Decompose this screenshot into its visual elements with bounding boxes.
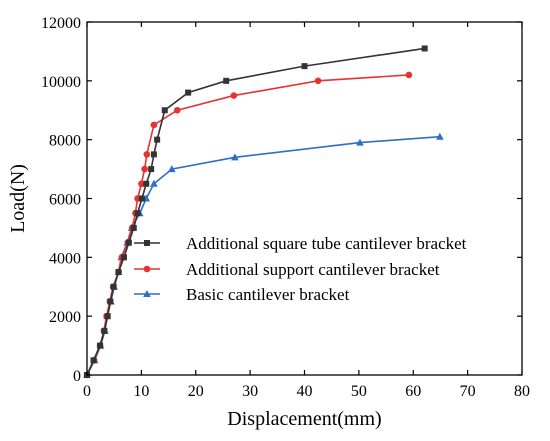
square-marker [185,89,192,96]
square-marker [223,77,230,84]
square-marker [110,283,117,290]
square-marker [161,107,168,114]
x-axis-title: Displacement(mm) [227,408,381,430]
circle-marker [173,106,181,114]
x-tick-label: 80 [514,383,530,400]
circle-marker [405,71,413,79]
square-marker [90,357,97,364]
square-marker [144,240,150,246]
triangle-marker [231,153,239,161]
y-tick-label: 6000 [49,192,81,209]
circle-marker [230,92,238,99]
x-tick-label: 60 [405,383,421,400]
circle-marker [141,165,148,173]
triangle-marker [356,138,364,146]
y-tick-label: 0 [73,368,81,385]
legend-item: Additional support cantilever bracket [134,260,440,279]
square-marker [138,195,145,202]
triangle-marker [150,179,158,187]
y-tick-label: 12000 [41,15,81,32]
series-square [84,45,428,378]
legend-label: Basic cantilever bracket [186,285,350,304]
x-tick-label: 50 [351,383,367,400]
series-line [86,135,440,376]
y-tick-label: 8000 [49,133,81,150]
triangle-marker [436,132,444,140]
series-line [86,47,425,376]
square-marker [154,136,161,143]
square-marker [143,180,150,187]
plot-frame [86,21,523,376]
square-marker [101,327,108,334]
square-marker [150,151,157,158]
y-tick-label: 10000 [41,74,81,91]
plot-series-group [83,45,444,379]
square-marker [421,45,428,52]
series-triangle [83,132,444,378]
square-marker [134,210,141,217]
x-tick-label: 30 [242,383,258,400]
square-marker [130,224,137,231]
triangle-marker [143,290,151,297]
square-marker [97,342,104,349]
square-marker [301,63,308,70]
circle-marker [150,121,158,129]
circle-marker [138,180,145,188]
y-tick-label: 2000 [49,309,81,326]
legend-label: Additional support cantilever bracket [186,260,440,279]
circle-marker [314,77,322,85]
x-tick-label: 70 [460,383,476,400]
x-tick-label: 10 [133,383,149,400]
square-marker [104,313,111,320]
triangle-marker [168,165,176,173]
square-marker [125,239,132,246]
axes-group: 0 10 20 30 40 50 60 70 80 0 2000 4000 6000 8000 10000 1… [41,15,530,400]
circle-marker [143,265,151,273]
y-tick-label: 4000 [49,250,81,267]
square-marker [107,298,114,305]
circle-marker [143,151,151,158]
legend-item: Additional square tube cantilever bracke… [134,234,467,253]
legend-label: Additional square tube cantilever bracke… [186,234,467,253]
x-tick-label: 20 [188,383,204,400]
square-marker [115,269,122,276]
x-tick-label: 40 [297,383,313,400]
square-marker [120,254,127,261]
legend: Additional square tube cantilever bracke… [134,234,467,304]
legend-item: Basic cantilever bracket [134,285,350,304]
y-axis-title: Load(N) [7,164,29,233]
square-marker [148,166,155,173]
x-tick-label: 0 [83,383,91,400]
